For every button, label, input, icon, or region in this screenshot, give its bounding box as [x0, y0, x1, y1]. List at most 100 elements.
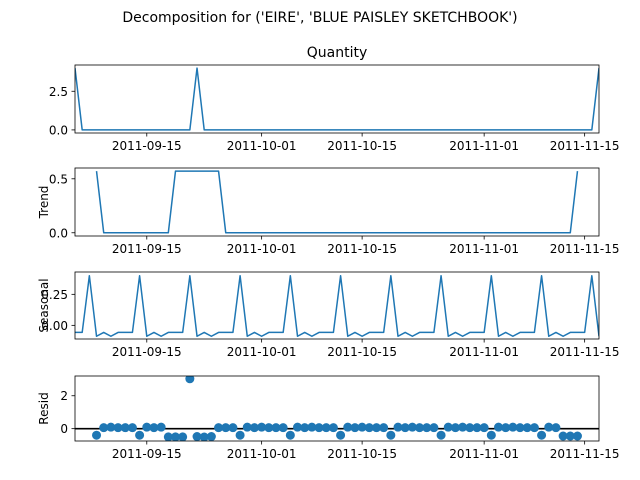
resid-point	[242, 422, 252, 432]
panel-resid: Resid 0 2 2011-09-15 2011-10-01 2011-10-15 201…	[37, 375, 620, 461]
resid-point	[350, 423, 360, 433]
resid-point	[443, 422, 453, 432]
y-tick-label: 0.0	[49, 123, 68, 137]
resid-point	[336, 430, 346, 440]
resid-point	[149, 423, 159, 433]
x-tick-label: 2011-10-01	[227, 139, 297, 153]
y-tick-label: 0.00	[41, 319, 68, 333]
x-tick-label: 2011-09-15	[112, 139, 182, 153]
resid-point	[494, 422, 504, 432]
resid-point	[558, 431, 568, 441]
x-tick-label: 2011-11-01	[449, 242, 519, 256]
trend-series-line	[95, 170, 579, 234]
resid-point	[221, 423, 231, 433]
resid-point	[163, 432, 173, 441]
resid-point	[371, 423, 381, 433]
trend-axes-frame	[74, 167, 600, 237]
resid-point	[515, 423, 525, 433]
seasonal-axes-frame	[74, 271, 600, 340]
seasonal-series-line	[75, 274, 599, 338]
x-tick-label: 2011-10-01	[227, 345, 297, 359]
resid-point	[192, 432, 202, 441]
trend-axis-label: Trend	[37, 186, 51, 220]
resid-point	[415, 423, 425, 433]
resid-point	[436, 430, 446, 440]
resid-point	[135, 430, 145, 440]
x-tick-label: 2011-09-15	[112, 242, 182, 256]
resid-point	[278, 423, 288, 433]
y-tick-label: 0.0	[49, 226, 68, 240]
resid-point	[465, 423, 475, 433]
resid-point	[343, 422, 353, 432]
resid-point	[393, 422, 403, 432]
y-tick-label: 2	[60, 389, 68, 403]
resid-point	[185, 376, 195, 384]
resid-point	[285, 430, 295, 440]
resid-point	[228, 423, 238, 433]
resid-point	[386, 430, 396, 440]
resid-point	[106, 422, 116, 432]
x-tick-label: 2011-10-15	[327, 447, 397, 461]
resid-point	[565, 431, 575, 441]
figure-suptitle: Decomposition for ('EIRE', 'BLUE PAISLEY…	[122, 10, 517, 26]
resid-point	[314, 423, 324, 433]
resid-point	[379, 423, 389, 433]
x-tick-label: 2011-10-01	[227, 447, 297, 461]
resid-point	[214, 423, 224, 433]
x-tick-label: 2011-10-15	[327, 242, 397, 256]
resid-point	[479, 423, 489, 433]
y-tick-label: 0	[60, 422, 68, 436]
x-tick-label: 2011-10-15	[327, 139, 397, 153]
panel-trend: Trend 0.0 0.5 2011-09-15 2011-10-01 2011-10-1…	[37, 167, 620, 256]
resid-point	[357, 422, 367, 432]
seasonal-axis-label: Seasonal	[37, 278, 51, 332]
resid-point	[99, 423, 109, 433]
resid-point	[142, 422, 152, 432]
resid-point	[249, 423, 259, 433]
x-tick-label: 2011-09-15	[112, 447, 182, 461]
observed-axes-frame	[74, 64, 600, 134]
x-tick-label: 2011-11-15	[550, 139, 620, 153]
resid-point	[422, 423, 432, 433]
y-tick-label: 0.25	[41, 288, 68, 302]
resid-point	[551, 423, 561, 433]
x-tick-label: 2011-11-01	[449, 447, 519, 461]
resid-point	[572, 431, 582, 441]
resid-point	[293, 422, 303, 432]
resid-point	[113, 423, 123, 433]
resid-point	[508, 422, 518, 432]
x-tick-label: 2011-11-15	[550, 345, 620, 359]
resid-point	[300, 423, 310, 433]
observed-series-line	[75, 67, 599, 131]
resid-point	[178, 432, 188, 441]
resid-point	[120, 423, 130, 433]
x-tick-label: 2011-10-01	[227, 242, 297, 256]
x-tick-label: 2011-10-15	[327, 345, 397, 359]
resid-point	[522, 423, 532, 433]
resid-point	[264, 423, 274, 433]
resid-point	[450, 423, 460, 433]
y-tick-label: 0.5	[49, 172, 68, 186]
resid-point	[472, 423, 482, 433]
resid-point	[400, 423, 410, 433]
x-tick-label: 2011-11-15	[550, 447, 620, 461]
resid-point	[537, 430, 547, 440]
resid-point	[458, 422, 468, 432]
resid-point	[170, 432, 180, 441]
resid-point	[544, 422, 554, 432]
panel-title: Quantity	[307, 45, 368, 61]
resid-point	[235, 430, 245, 440]
resid-point	[156, 422, 166, 432]
resid-point	[92, 430, 102, 440]
resid-point	[321, 423, 331, 433]
x-tick-label: 2011-11-15	[550, 242, 620, 256]
resid-point	[199, 432, 209, 441]
resid-point	[206, 432, 216, 441]
resid-point	[127, 423, 137, 433]
panel-observed: Quantity 0.0 2.5 2011-09-15 2011-10-01 2011-1…	[49, 45, 620, 153]
resid-point	[307, 422, 317, 432]
resid-axes-frame	[74, 375, 600, 442]
x-tick-label: 2011-09-15	[112, 345, 182, 359]
